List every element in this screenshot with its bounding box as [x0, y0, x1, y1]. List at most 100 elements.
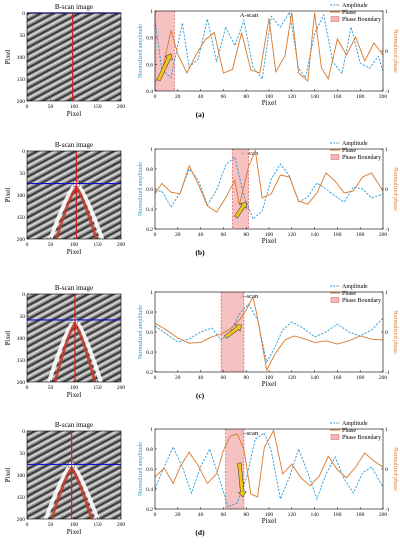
bscan-xtick-label: 100 [70, 522, 79, 528]
amplitude-line [155, 432, 383, 508]
bscan-title: B-scan image [55, 141, 93, 149]
ascan-ylabel-right: Normalized phase [392, 310, 398, 354]
ascan-xtick-label: 40 [198, 375, 204, 381]
bscan-ylabel: Pixel [4, 331, 12, 345]
ascan-ytick-left-label: 1 [150, 290, 153, 296]
bscan-ytick-label: 50 [20, 33, 26, 39]
ascan-ylabel-right: Normalized phase [392, 447, 398, 491]
ascan-ytick-right-label: -1 [385, 507, 390, 513]
bscan-image [27, 431, 121, 519]
panel-label: (c) [196, 391, 205, 400]
ascan-lines [155, 295, 383, 372]
ascan-ytick-left-label: 0.6 [146, 330, 153, 336]
bscan-ytick-label: 150 [17, 495, 26, 501]
legend-boundary-swatch [330, 434, 340, 440]
phase-line [155, 149, 383, 213]
ascan-ytick-left-label: 1 [150, 147, 153, 153]
ascan-xtick-label: 40 [198, 232, 204, 238]
ascan-lines [155, 429, 383, 508]
phase-arrow-shape [237, 462, 247, 498]
phase-arrow [234, 201, 247, 219]
ascan-xtick-label: 80 [243, 94, 249, 100]
bscan-ytick-label: 200 [17, 99, 26, 105]
ascan-xtick-label: 120 [288, 512, 297, 518]
ascan-ytick-right-label: -1 [385, 370, 390, 376]
bscan-xtick-label: 200 [117, 522, 126, 528]
ascan-xtick-label: 100 [265, 375, 274, 381]
bscan-xtick-label: 0 [26, 242, 29, 248]
ascan-frame [154, 428, 384, 510]
ascan-xtick-label: 180 [356, 512, 365, 518]
bscan-xtick-label: 0 [26, 104, 29, 110]
ascan-xtick-label: 40 [198, 512, 204, 518]
bscan-xtick-label: 100 [70, 242, 79, 248]
ascan-xtick-label: 160 [333, 94, 342, 100]
ascan-ylabel-right: Normalized phase [392, 167, 398, 211]
ascan-ytick-left-label: 0.2 [146, 370, 153, 376]
bscan-xtick-label: 150 [93, 104, 102, 110]
ascan-xtick-label: 120 [288, 375, 297, 381]
ascan-ytick-left-label: 0.6 [146, 467, 153, 473]
ascan-xtick-label: 60 [221, 232, 227, 238]
ascan-xtick-label: 140 [310, 375, 319, 381]
ascan-ytick-right-label: 0 [385, 187, 388, 193]
ascan-frame [154, 148, 384, 230]
ascan-xlabel: Pixel [262, 517, 276, 525]
bscan-xlabel: Pixel [67, 391, 81, 399]
ascan-xlabel: Pixel [262, 237, 276, 245]
ascan-xtick-label: 160 [333, 512, 342, 518]
legend-phase-label: Phase [342, 291, 356, 297]
bscan-xtick-label: 100 [70, 385, 79, 391]
ascan-xtick-label: 80 [243, 512, 249, 518]
bscan-ytick-label: 50 [20, 171, 26, 177]
phase-line [155, 295, 383, 372]
phase-arrow [156, 53, 173, 82]
legend-boundary-label: Phase Boundary [342, 17, 381, 23]
bscan-ytick-label: 0 [22, 429, 25, 435]
panel-label: (d) [195, 528, 205, 537]
bscan-ytick-label: 50 [20, 314, 26, 320]
bscan-xtick-label: 0 [26, 522, 29, 528]
ascan-ytick-left-label: 0.6 [146, 62, 153, 68]
ascan-xlabel: Pixel [262, 380, 276, 388]
bscan-ytick-label: 100 [17, 193, 26, 199]
ascan-ytick-right-label: 0 [385, 467, 388, 473]
ascan-ytick-left-label: 0.8 [146, 447, 153, 453]
ascan-ylabel-left: Normalized amplitude [138, 442, 144, 496]
ascan-xtick-label: 80 [243, 232, 249, 238]
bscan-xtick-label: 50 [48, 385, 54, 391]
ascan-ytick-left-label: 1 [150, 9, 153, 15]
bscan-ytick-label: 150 [17, 215, 26, 221]
legend-boundary-swatch [330, 154, 340, 160]
bscan-ytick-label: 200 [17, 237, 26, 243]
ascan-xtick-label: 0 [154, 94, 157, 100]
ascan-title: A-scan [240, 430, 259, 437]
legend-amplitude-label: Amplitude [342, 421, 368, 427]
ascan-xtick-label: 140 [310, 232, 319, 238]
ascan-xtick-label: 180 [356, 232, 365, 238]
ascan-xtick-label: 100 [265, 94, 274, 100]
legend-amplitude-label: Amplitude [342, 3, 368, 9]
bscan-xtick-label: 0 [26, 385, 29, 391]
ascan-ytick-left-label: 1 [150, 427, 153, 433]
phase-arrow [237, 462, 247, 498]
legend-phase-label: Phase [342, 428, 356, 434]
bscan-xtick-label: 200 [117, 385, 126, 391]
legend-phase-label: Phase [342, 10, 356, 16]
bscan-xtick-label: 200 [117, 242, 126, 248]
bscan-ylabel: Pixel [4, 50, 12, 64]
ascan-xtick-label: 200 [379, 512, 388, 518]
ascan-ytick-left-label: 0.8 [146, 36, 153, 42]
ascan-ytick-right-label: -1 [385, 227, 390, 233]
ascan-xtick-label: 200 [379, 94, 388, 100]
ascan-ylabel-left: Normalized amplitude [138, 24, 144, 78]
panel-label: (b) [195, 248, 205, 257]
ascan-xtick-label: 0 [154, 512, 157, 518]
legend-boundary-swatch [330, 16, 340, 22]
bscan-image [27, 294, 121, 382]
ascan-ytick-right-label: 1 [385, 147, 388, 153]
